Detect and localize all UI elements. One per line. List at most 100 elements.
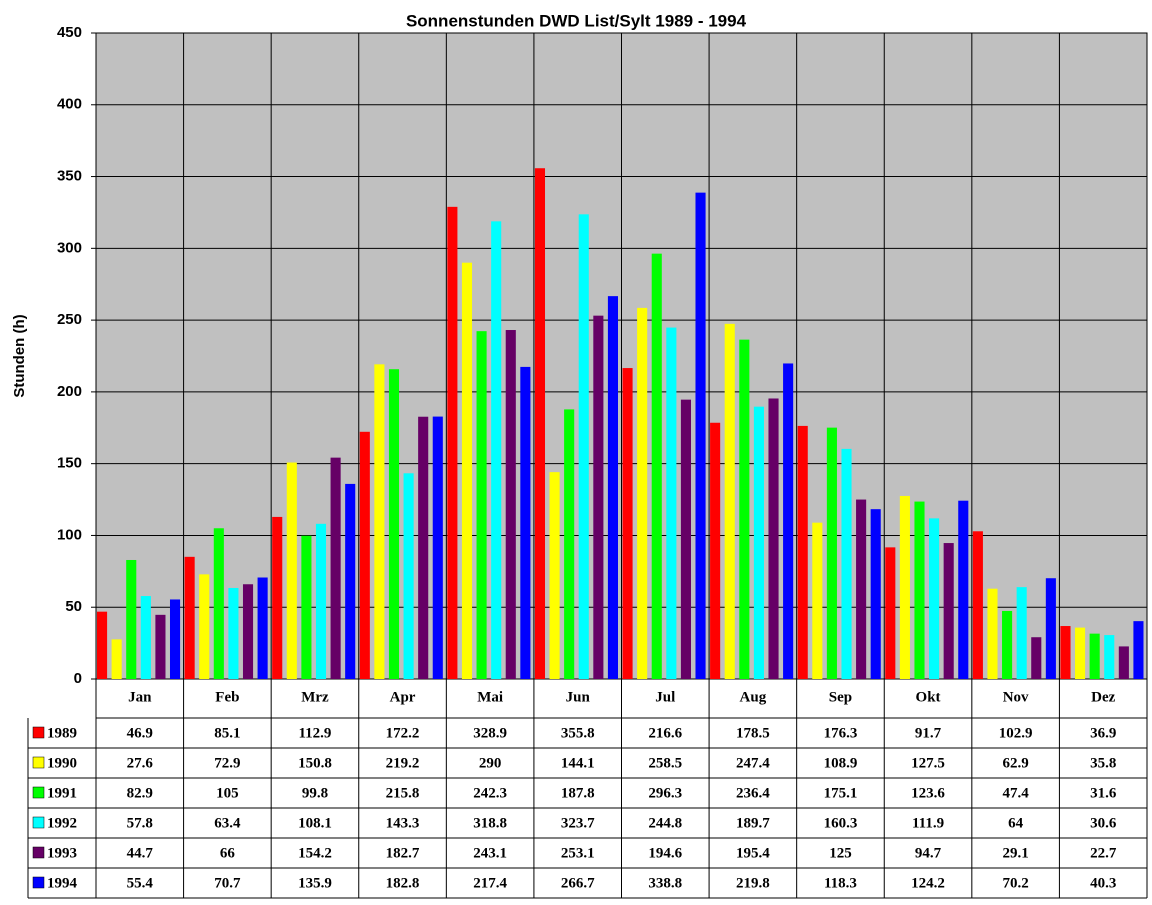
- legend-swatch: [32, 786, 45, 799]
- x-tick-label: Okt: [916, 689, 941, 705]
- bar: [1075, 627, 1086, 679]
- table-value: 62.9: [1003, 755, 1029, 771]
- y-tick-label: 250: [57, 311, 82, 328]
- legend-label: 1993: [47, 845, 77, 861]
- table-value: 244.8: [648, 815, 682, 831]
- bar: [286, 462, 297, 679]
- x-tick-label: Sep: [829, 689, 852, 705]
- bar: [330, 457, 341, 679]
- bar: [520, 366, 531, 679]
- table-value: 102.9: [999, 725, 1033, 741]
- bar: [403, 473, 414, 679]
- table-value: 29.1: [1003, 845, 1029, 861]
- table-value: 355.8: [561, 725, 595, 741]
- table-value: 70.2: [1003, 875, 1029, 891]
- y-tick-label: 100: [57, 526, 82, 543]
- table-value: 85.1: [214, 725, 240, 741]
- bar: [1016, 587, 1027, 679]
- bar: [622, 368, 633, 679]
- x-tick-label: Jun: [566, 689, 591, 705]
- legend-swatch: [32, 876, 45, 889]
- y-tick-label: 150: [57, 455, 82, 472]
- bar: [534, 168, 546, 679]
- bar: [257, 577, 268, 679]
- table-value: 258.5: [648, 755, 682, 771]
- bar: [695, 192, 706, 679]
- bar: [783, 363, 794, 679]
- legend-swatch: [32, 726, 45, 739]
- table-value: 150.8: [298, 755, 332, 771]
- bar: [870, 509, 881, 679]
- bar: [987, 588, 998, 679]
- x-tick-label: Dez: [1091, 689, 1115, 705]
- bar: [461, 262, 473, 679]
- bar: [666, 327, 677, 679]
- table-value: 30.6: [1090, 815, 1117, 831]
- table-value: 135.9: [298, 875, 332, 891]
- table-value: 187.8: [561, 785, 595, 801]
- bar: [140, 596, 151, 679]
- legend-label: 1994: [47, 875, 78, 891]
- bar: [1133, 621, 1144, 679]
- bar: [213, 528, 224, 679]
- bar: [607, 296, 618, 679]
- table-value: 219.8: [736, 875, 770, 891]
- table-value: 194.6: [648, 845, 682, 861]
- legend-swatch: [32, 846, 45, 859]
- bar: [169, 599, 181, 679]
- table-value: 94.7: [915, 845, 942, 861]
- legend-label: 1989: [47, 725, 77, 741]
- legend-swatch: [32, 816, 45, 829]
- table-value: 36.9: [1090, 725, 1116, 741]
- x-tick-label: Mai: [477, 689, 503, 705]
- bar: [447, 206, 458, 680]
- bar: [432, 416, 443, 679]
- table-value: 40.3: [1090, 875, 1116, 891]
- y-tick-label: 450: [57, 24, 82, 41]
- table-value: 217.4: [473, 875, 507, 891]
- table-value: 91.7: [915, 725, 942, 741]
- table-value: 178.5: [736, 725, 770, 741]
- table-value: 64: [1008, 815, 1024, 831]
- legend-label: 1990: [47, 755, 77, 771]
- table-value: 31.6: [1090, 785, 1117, 801]
- table-value: 195.4: [736, 845, 770, 861]
- table-value: 236.4: [736, 785, 770, 801]
- bar: [899, 495, 910, 679]
- table-value: 70.7: [214, 875, 241, 891]
- x-tick-label: Aug: [740, 689, 767, 705]
- bar: [374, 364, 385, 679]
- table-value: 105: [216, 785, 239, 801]
- bar: [1118, 646, 1129, 679]
- bar: [943, 543, 954, 679]
- bar: [549, 472, 560, 679]
- y-tick-label: 300: [57, 239, 82, 256]
- bar: [841, 448, 852, 679]
- table-value: 127.5: [911, 755, 945, 771]
- bar: [155, 614, 166, 679]
- table-value: 66: [220, 845, 236, 861]
- chart-title: Sonnenstunden DWD List/Sylt 1989 - 1994: [406, 11, 747, 30]
- y-tick-label: 400: [57, 96, 82, 113]
- table-value: 63.4: [214, 815, 241, 831]
- table-value: 253.1: [561, 845, 595, 861]
- table-value: 318.8: [473, 815, 507, 831]
- bar: [812, 522, 823, 679]
- table-value: 99.8: [302, 785, 328, 801]
- bar: [476, 331, 487, 679]
- bar: [753, 406, 764, 679]
- table-value: 27.6: [127, 755, 154, 771]
- table-value: 215.8: [386, 785, 420, 801]
- bar: [228, 587, 239, 679]
- table-value: 57.8: [127, 815, 153, 831]
- x-tick-label: Nov: [1003, 689, 1029, 705]
- x-tick-label: Jan: [128, 689, 152, 705]
- table-value: 182.8: [386, 875, 420, 891]
- table-value: 46.9: [127, 725, 153, 741]
- table-value: 118.3: [824, 875, 857, 891]
- bar: [1031, 637, 1042, 679]
- table-value: 125: [829, 845, 852, 861]
- bar: [724, 323, 735, 679]
- legend-label: 1991: [47, 785, 77, 801]
- bar: [1060, 626, 1071, 679]
